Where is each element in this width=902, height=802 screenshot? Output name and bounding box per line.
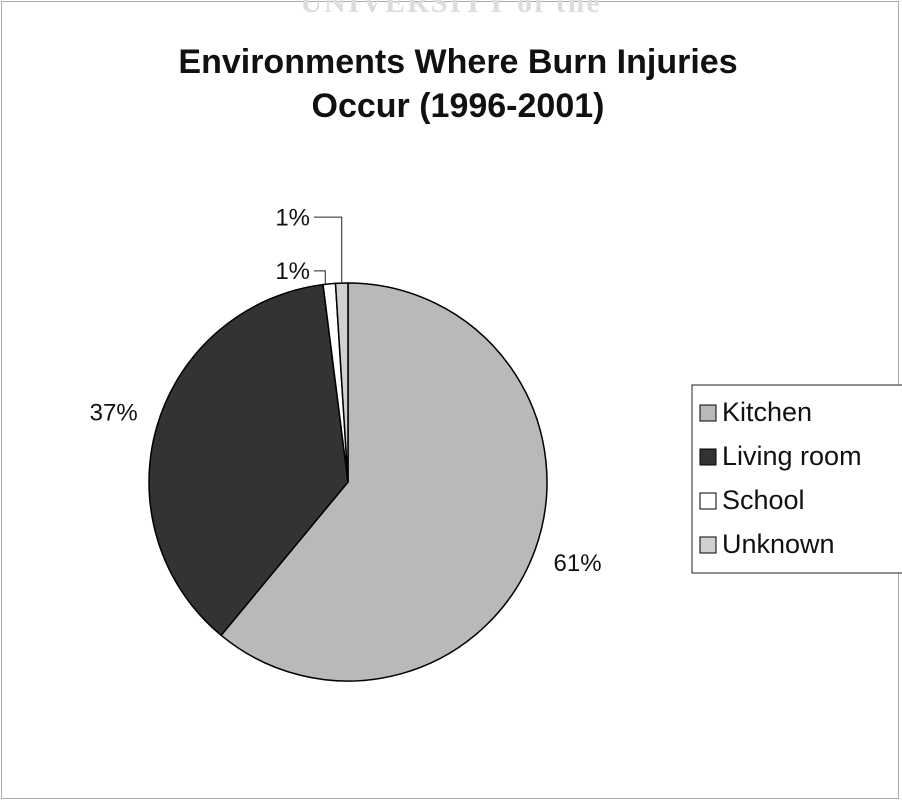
leader-line: [314, 216, 343, 284]
legend-label: Unknown: [722, 529, 835, 559]
data-label: 61%: [554, 550, 602, 577]
legend-label: School: [722, 485, 805, 515]
leader-line: [314, 270, 326, 284]
legend-swatch: [699, 404, 717, 422]
data-label: 1%: [275, 204, 310, 231]
legend-label: Kitchen: [722, 397, 812, 427]
legend-swatch: [699, 492, 717, 510]
pie-slice: [220, 282, 548, 682]
legend-label: Living room: [722, 441, 862, 471]
pie-slice: [148, 283, 349, 637]
pie-slice: [334, 282, 349, 483]
legend-swatch: [699, 536, 717, 554]
legend-box: [691, 384, 902, 574]
data-label: 1%: [275, 258, 310, 285]
watermark: UNIVERSITY of the: [300, 0, 602, 19]
chart-title: Environments Where Burn Injuries Occur (…: [178, 43, 738, 125]
data-label: 37%: [90, 399, 138, 426]
legend-swatch: [699, 448, 717, 466]
